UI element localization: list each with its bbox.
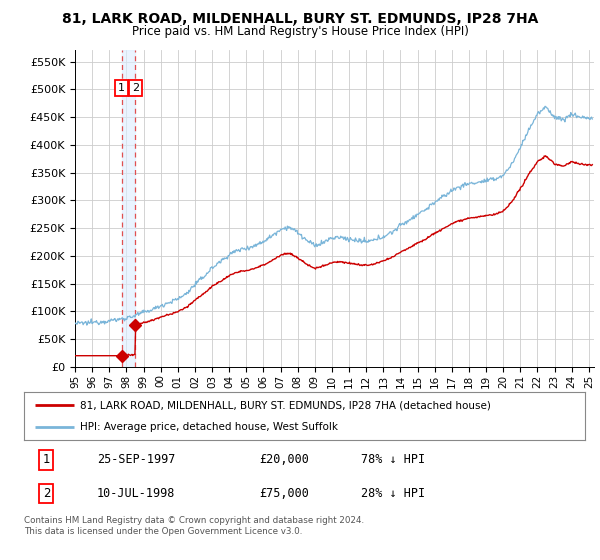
Text: 2: 2 [43,487,50,500]
Text: £75,000: £75,000 [260,487,310,500]
Bar [122,50,136,367]
Text: 81, LARK ROAD, MILDENHALL, BURY ST. EDMUNDS, IP28 7HA (detached house): 81, LARK ROAD, MILDENHALL, BURY ST. EDMU… [80,400,491,410]
Text: 25-SEP-1997: 25-SEP-1997 [97,454,175,466]
Text: 1: 1 [43,454,50,466]
Text: 28% ↓ HPI: 28% ↓ HPI [361,487,425,500]
Text: 2: 2 [132,83,139,93]
Text: 81, LARK ROAD, MILDENHALL, BURY ST. EDMUNDS, IP28 7HA: 81, LARK ROAD, MILDENHALL, BURY ST. EDMU… [62,12,538,26]
Text: Contains HM Land Registry data © Crown copyright and database right 2024.
This d: Contains HM Land Registry data © Crown c… [24,516,364,536]
Text: 1: 1 [118,83,125,93]
Text: 78% ↓ HPI: 78% ↓ HPI [361,454,425,466]
Text: Price paid vs. HM Land Registry's House Price Index (HPI): Price paid vs. HM Land Registry's House … [131,25,469,38]
Text: £20,000: £20,000 [260,454,310,466]
Text: HPI: Average price, detached house, West Suffolk: HPI: Average price, detached house, West… [80,422,338,432]
Text: 10-JUL-1998: 10-JUL-1998 [97,487,175,500]
